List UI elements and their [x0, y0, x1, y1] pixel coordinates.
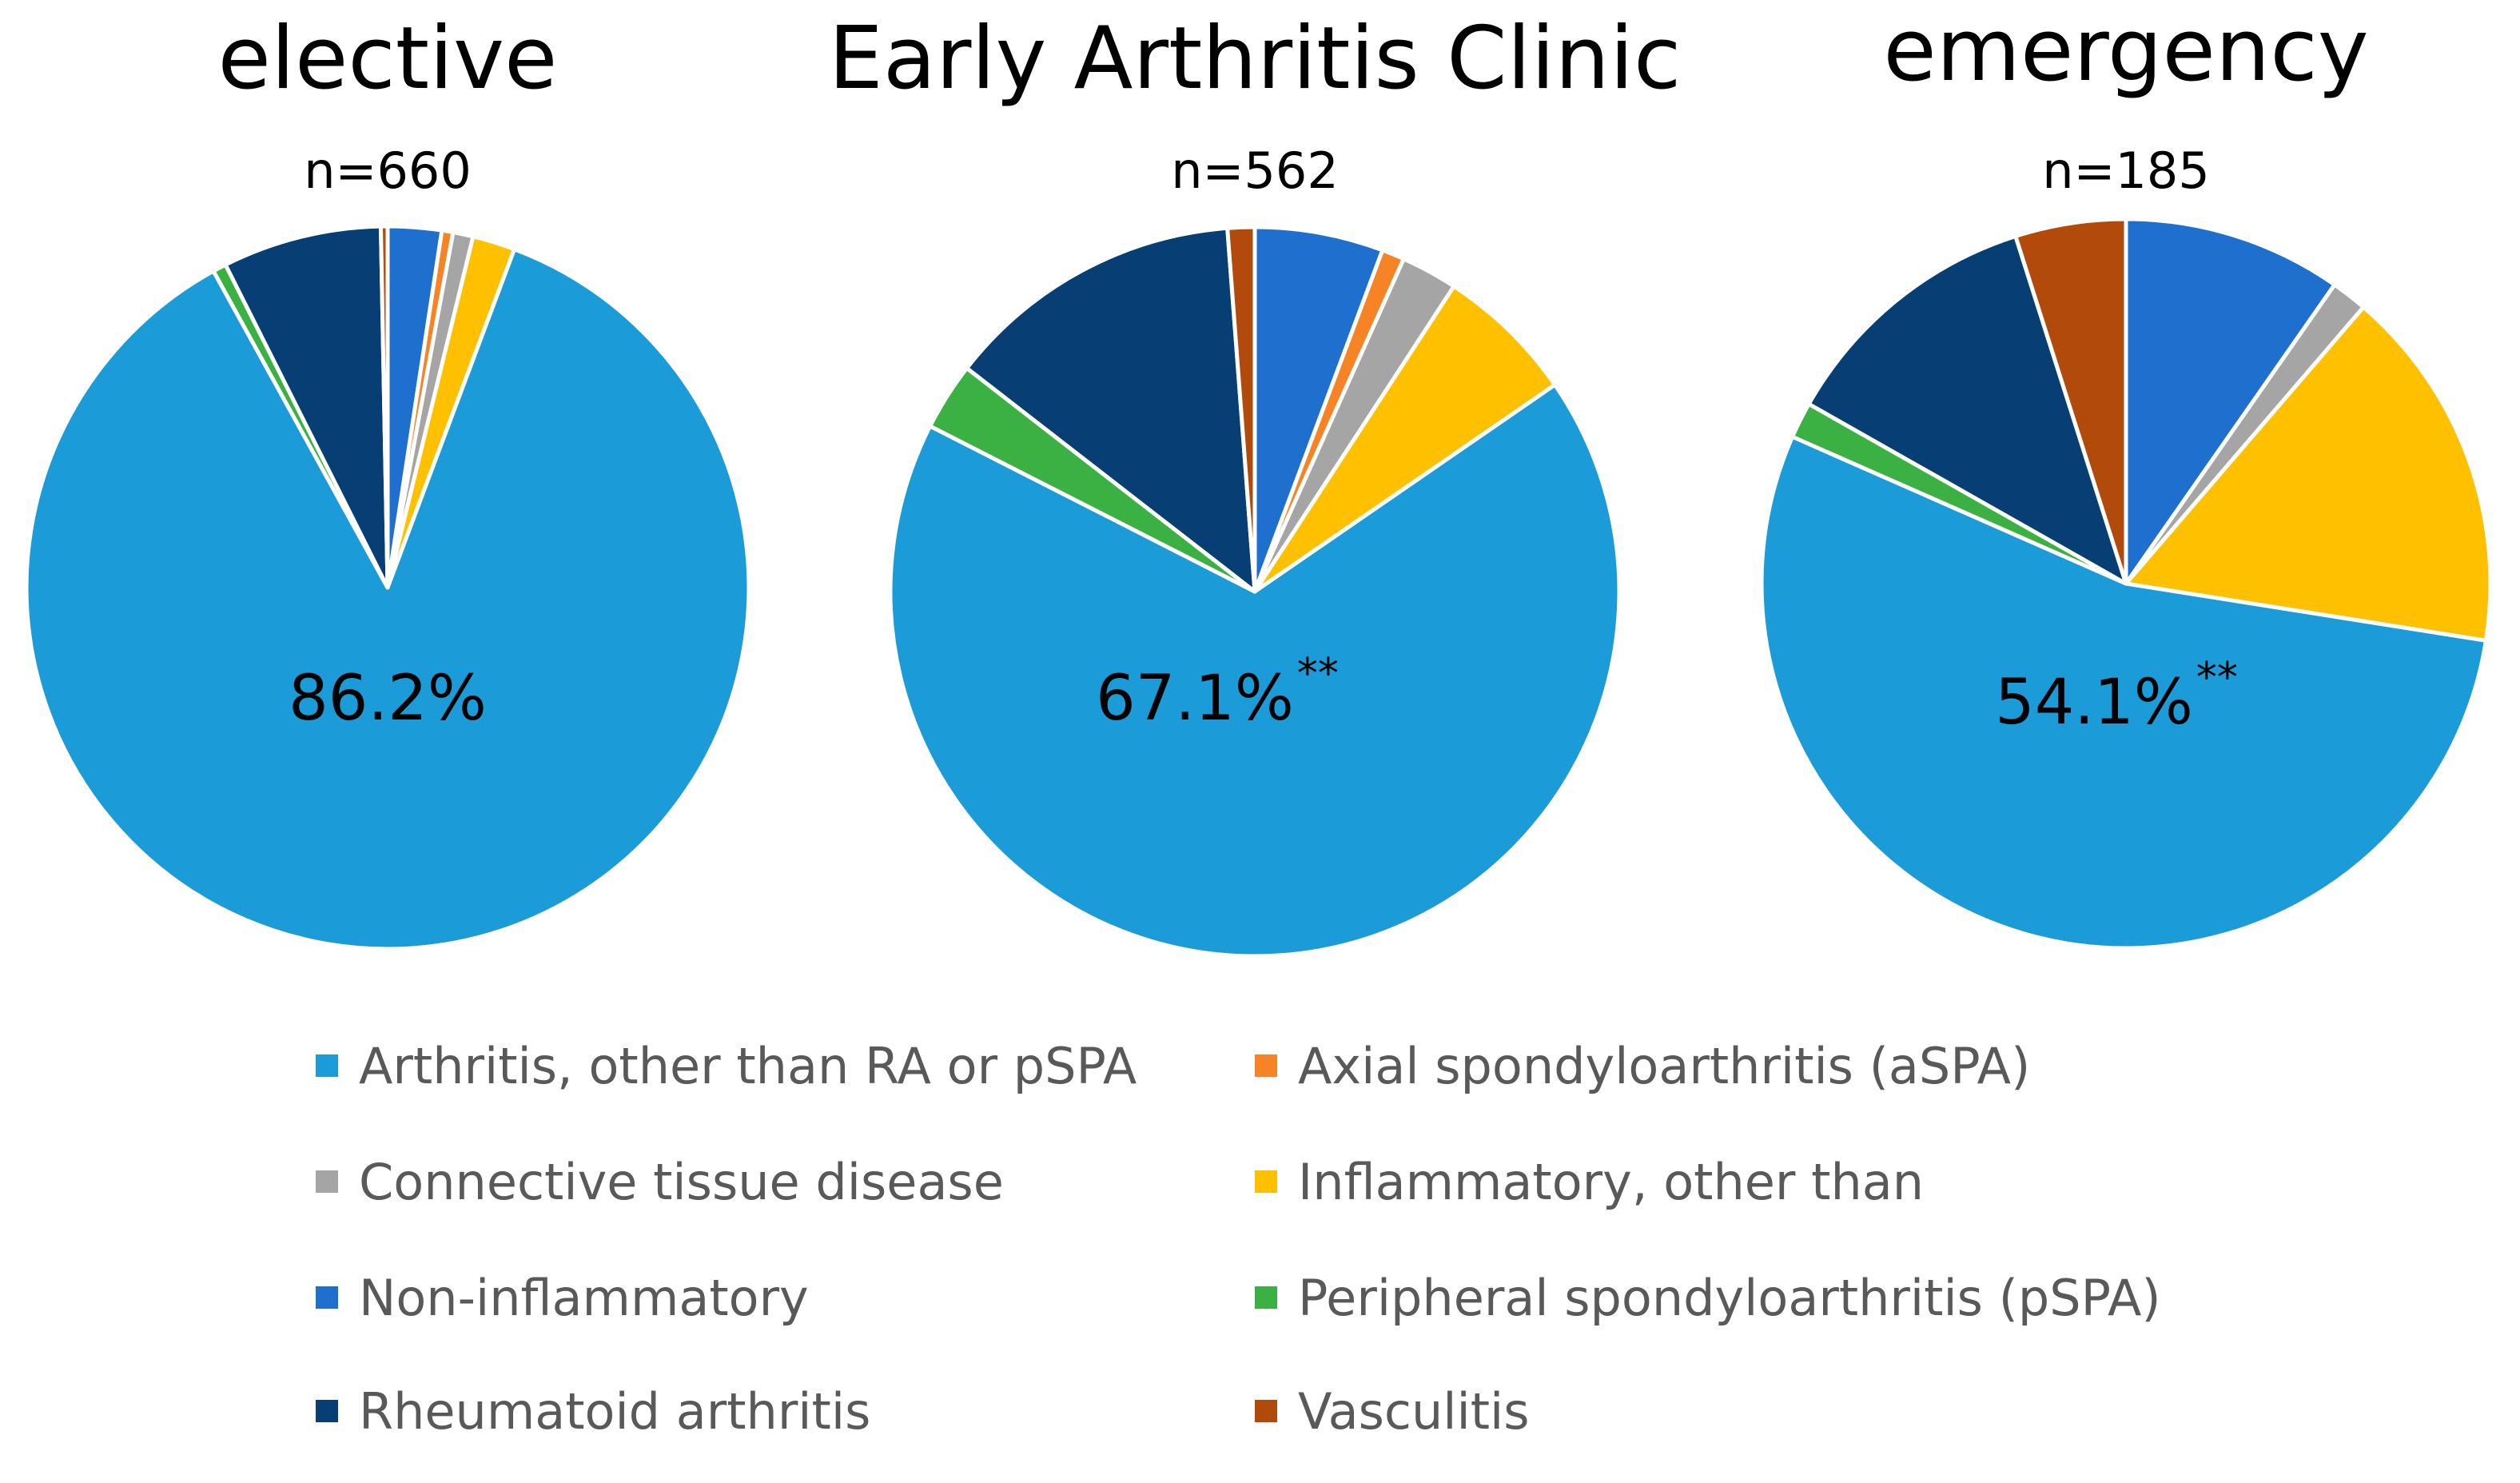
legend-swatch-inflammatory-other-than: [1255, 1170, 1277, 1193]
legend-label-inflammatory-other-than: Inflammatory, other than: [1298, 1153, 1924, 1211]
pie-slice-elective-arthritis-other-than-ra-or-pspa: [24, 247, 751, 951]
pie-slice-emergency-vasculitis: [2013, 217, 2128, 586]
significance-marker-early-arthritis-clinic: **: [1297, 650, 1339, 698]
legend-swatch-peripheral-spondyloarthritis-pspa: [1255, 1286, 1277, 1309]
legend-label-rheumatoid-arthritis: Rheumatoid arthritis: [359, 1382, 870, 1441]
chart-title-elective: elective: [218, 9, 558, 109]
sample-size-label-elective: n=660: [304, 142, 472, 200]
pie-slice-elective-vasculitis: [378, 224, 390, 590]
pie-slice-early-arthritis-clinic-inflammatory-other-than: [1252, 284, 1558, 594]
sample-size-label-early-arthritis-clinic: n=562: [1171, 142, 1339, 200]
chart-title-emergency: emergency: [1883, 1, 2368, 101]
pie-slice-elective-rheumatoid-arthritis: [223, 224, 390, 590]
legend-swatch-arthritis-other-than-ra-or-pspa: [316, 1054, 338, 1077]
percent-label-early-arthritis-clinic: 67.1%: [1096, 663, 1294, 735]
legend-swatch-connective-tissue-disease: [316, 1170, 338, 1193]
pie-slice-emergency-non-inflammatory: [2124, 217, 2337, 586]
legend-swatch-rheumatoid-arthritis: [316, 1400, 338, 1422]
legend-swatch-axial-spondyloarthritis-aspa: [1255, 1054, 1277, 1077]
pie-slice-early-arthritis-clinic-vasculitis: [1225, 225, 1257, 594]
legend-swatch-vasculitis: [1255, 1400, 1277, 1422]
chart-title-early-arthritis-clinic: Early Arthritis Clinic: [829, 9, 1682, 109]
legend-label-vasculitis: Vasculitis: [1298, 1382, 1530, 1441]
legend-label-peripheral-spondyloarthritis-pspa: Peripheral spondyloarthritis (pSPA): [1298, 1269, 2161, 1327]
percent-label-emergency: 54.1%: [1995, 667, 2193, 739]
legend-label-non-inflammatory: Non-inflammatory: [359, 1269, 809, 1327]
legend-label-connective-tissue-disease: Connective tissue disease: [359, 1153, 1004, 1211]
sample-size-label-emergency: n=185: [2042, 142, 2210, 200]
significance-marker-emergency: **: [2196, 654, 2238, 702]
percent-label-elective: 86.2%: [289, 663, 487, 735]
legend-label-axial-spondyloarthritis-aspa: Axial spondyloarthritis (aSPA): [1298, 1037, 2030, 1095]
legend-swatch-non-inflammatory: [316, 1286, 338, 1309]
pie-slice-early-arthritis-clinic-rheumatoid-arthritis: [965, 225, 1257, 594]
pie-slice-early-arthritis-clinic-arthritis-other-than-ra-or-pspa: [888, 382, 1622, 959]
pie-slice-emergency-arthritis-other-than-ra-or-pspa: [1759, 434, 2488, 951]
pie-slice-emergency-inflammatory-other-than: [2124, 305, 2493, 643]
legend-label-arthritis-other-than-ra-or-pspa: Arthritis, other than RA or pSPA: [359, 1037, 1137, 1095]
pie-slice-early-arthritis-clinic-non-inflammatory: [1252, 225, 1385, 594]
pie-slice-emergency-rheumatoid-arthritis: [1806, 233, 2128, 586]
